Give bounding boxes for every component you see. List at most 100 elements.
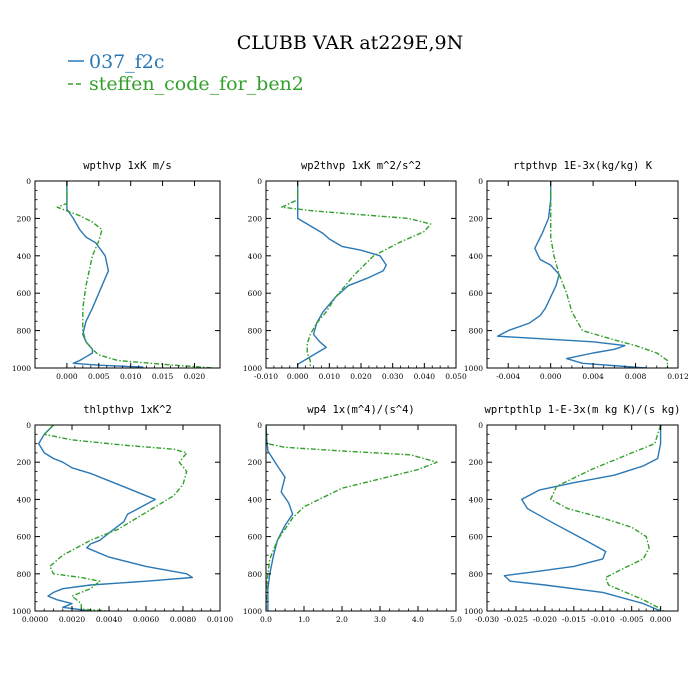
x-tick-label: 0.004 <box>582 372 604 381</box>
x-tick-label: 2.0 <box>336 615 348 624</box>
panel-title: wpthvp 1xK m/s <box>83 160 172 172</box>
legend-label-037-f2c: 037_f2c <box>89 51 165 73</box>
y-tick-label: 600 <box>248 289 263 298</box>
x-tick-label: 0.0040 <box>96 615 122 624</box>
chart-panel-6: wprtpthlp 1-E-3x(m kg K)/(s kg) -0.030 -0.… <box>464 404 681 624</box>
y-tick-label: 800 <box>469 570 484 579</box>
x-tick-label: -0.025 <box>504 615 528 624</box>
y-tick-label: 0 <box>26 421 31 430</box>
y-tick-label: 200 <box>248 214 263 223</box>
y-tick-label: 0 <box>26 177 31 186</box>
x-tick-label: 0.000 <box>540 372 562 381</box>
x-tick-label: -0.010 <box>591 615 615 624</box>
y-tick-label: 400 <box>469 252 484 261</box>
y-tick-label: 1000 <box>464 364 483 373</box>
x-tick-label: 0.000 <box>56 372 78 381</box>
series-line-steffen-code-for-ben2 <box>550 181 669 368</box>
y-tick-label: 400 <box>17 252 32 261</box>
x-tick-label: -0.030 <box>475 615 499 624</box>
y-tick-label: 0 <box>478 421 483 430</box>
y-tick-label: 800 <box>469 327 484 336</box>
series-line-037-f2c <box>503 425 662 611</box>
y-tick-label: 1000 <box>12 607 31 616</box>
chart-panel-3: rtpthvp 1E-3x(kg/kg) K -0.004 0.000 0.004 0.… <box>464 160 689 381</box>
series-line-037-f2c <box>496 181 647 368</box>
y-tick-label: 600 <box>469 289 484 298</box>
x-tick-label: 0.0020 <box>59 615 85 624</box>
figure-legend: 037_f2c steffen_code_for_ben2 <box>68 51 304 95</box>
y-tick-label: 200 <box>248 458 263 467</box>
panel-title: wp4 1x(m^4)/(s^4) <box>307 404 414 416</box>
x-tick-label: 3.0 <box>374 615 386 624</box>
x-tick-label: 1.0 <box>298 615 310 624</box>
x-tick-label: -0.020 <box>533 615 557 624</box>
chart-panel-4: thlpthvp 1xK^2 0.0000 0.0020 0.0040 0.0060 0.… <box>12 404 233 624</box>
x-tick-label: 0.000 <box>287 372 309 381</box>
y-tick-label: 200 <box>17 458 32 467</box>
x-tick-label: 0.0 <box>260 615 272 624</box>
panel-title: rtpthvp 1E-3x(kg/kg) K <box>513 160 653 172</box>
y-tick-label: 0 <box>257 177 262 186</box>
panel-title: wprtpthlp 1-E-3x(m kg K)/(s kg) <box>485 404 681 416</box>
x-tick-label: 0.010 <box>319 372 341 381</box>
x-tick-label: 0.0100 <box>207 615 233 624</box>
y-tick-label: 800 <box>17 570 32 579</box>
x-tick-label: 0.040 <box>414 372 436 381</box>
plot-frame <box>34 180 221 369</box>
x-tick-label: 0.0000 <box>22 615 48 624</box>
y-tick-label: 1000 <box>243 364 262 373</box>
series-line-037-f2c <box>297 181 387 368</box>
x-tick-label: 0.0060 <box>133 615 159 624</box>
series-line-037-f2c <box>266 425 294 611</box>
plot-frame <box>486 180 679 369</box>
y-tick-label: 400 <box>469 495 484 504</box>
x-tick-label: 0.005 <box>88 372 110 381</box>
legend-label-steffen-code-for-ben2: steffen_code_for_ben2 <box>89 73 304 95</box>
y-tick-label: 800 <box>248 327 263 336</box>
series-line-steffen-code-for-ben2 <box>281 181 432 367</box>
y-tick-label: 200 <box>469 458 484 467</box>
y-tick-label: 800 <box>17 327 32 336</box>
y-tick-label: 1000 <box>243 607 262 616</box>
y-tick-label: 600 <box>248 533 263 542</box>
chart-panels: wpthvp 1xK m/s0.000 0.005 0.010 0.015 0.0200… <box>12 160 689 624</box>
series-line-steffen-code-for-ben2 <box>43 425 188 611</box>
series-line-steffen-code-for-ben2 <box>550 425 664 611</box>
x-tick-label: 0.010 <box>120 372 142 381</box>
y-tick-label: 600 <box>17 533 32 542</box>
x-tick-label: 0.012 <box>667 372 689 381</box>
series-line-steffen-code-for-ben2 <box>56 181 214 368</box>
chart-panel-2: wp2thvp 1xK m^2/s^2 -0.010 0.000 0.010 0.020… <box>243 160 467 381</box>
panel-title: wp2thvp 1xK m^2/s^2 <box>301 160 421 172</box>
x-tick-label: 0.020 <box>350 372 372 381</box>
x-tick-label: 0.030 <box>382 372 404 381</box>
series-line-037-f2c <box>66 181 144 368</box>
y-tick-label: 800 <box>248 570 263 579</box>
x-tick-label: -0.015 <box>562 615 586 624</box>
x-tick-label: 5.0 <box>450 615 462 624</box>
x-tick-label: 0.008 <box>625 372 647 381</box>
y-tick-label: 400 <box>248 252 263 261</box>
y-tick-label: 0 <box>478 177 483 186</box>
y-tick-label: 1000 <box>464 607 483 616</box>
series-line-steffen-code-for-ben2 <box>266 425 438 611</box>
figure-title: CLUBB VAR at229E,9N <box>237 32 463 54</box>
y-tick-label: 400 <box>248 495 263 504</box>
x-tick-label: 4.0 <box>412 615 424 624</box>
plot-frame <box>265 424 457 612</box>
y-tick-label: 0 <box>257 421 262 430</box>
x-tick-label: 0.015 <box>152 372 174 381</box>
y-tick-label: 1000 <box>12 364 31 373</box>
x-tick-label: 0.020 <box>184 372 206 381</box>
chart-panel-1: wpthvp 1xK m/s 0.000 0.005 0.010 0.015 0.020 0… <box>12 160 221 381</box>
x-tick-label: 0.0080 <box>170 615 196 624</box>
panel-title: thlpthvp 1xK^2 <box>83 404 172 416</box>
y-tick-label: 400 <box>17 495 32 504</box>
y-tick-label: 200 <box>17 214 32 223</box>
y-tick-label: 200 <box>469 214 484 223</box>
series-line-037-f2c <box>38 425 194 611</box>
x-tick-label: 0.000 <box>650 615 672 624</box>
x-tick-label: 0.050 <box>445 372 467 381</box>
y-tick-label: 600 <box>17 289 32 298</box>
